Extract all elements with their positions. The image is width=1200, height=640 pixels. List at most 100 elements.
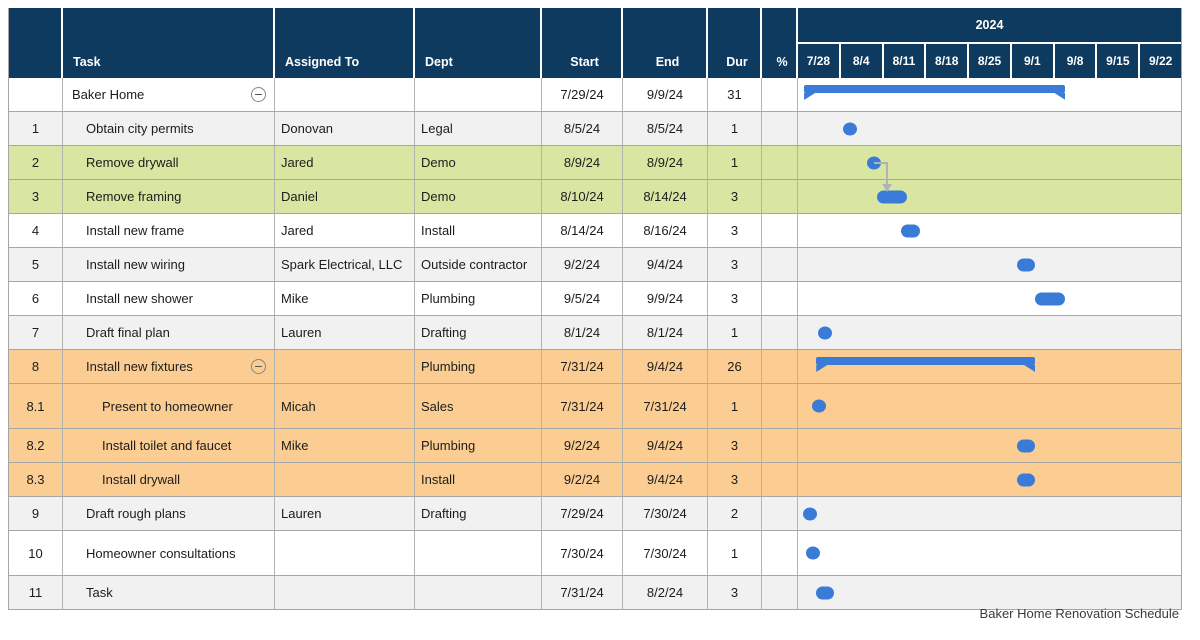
cell-percent[interactable] <box>762 531 798 575</box>
cell-assigned-to[interactable] <box>275 463 415 496</box>
cell-start[interactable]: 8/9/24 <box>542 146 623 179</box>
column-header-end[interactable]: End <box>623 8 708 78</box>
cell-duration[interactable]: 3 <box>708 576 762 609</box>
table-row[interactable]: Baker Home 7/29/24 9/9/24 31 <box>9 78 1181 112</box>
cell-dept[interactable]: Install <box>415 463 542 496</box>
cell-end[interactable]: 9/9/24 <box>623 78 708 111</box>
cell-start[interactable]: 8/1/24 <box>542 316 623 349</box>
table-row[interactable]: 6 Install new shower Mike Plumbing 9/5/2… <box>9 282 1181 316</box>
cell-task[interactable]: Remove drywall <box>63 146 275 179</box>
cell-start[interactable]: 7/31/24 <box>542 350 623 383</box>
week-header[interactable]: 8/11 <box>884 44 927 78</box>
cell-task[interactable]: Baker Home <box>63 78 275 111</box>
cell-start[interactable]: 8/5/24 <box>542 112 623 145</box>
cell-start[interactable]: 7/29/24 <box>542 78 623 111</box>
gantt-milestone[interactable] <box>812 399 827 413</box>
table-row[interactable]: 10 Homeowner consultations 7/30/24 7/30/… <box>9 531 1181 576</box>
cell-end[interactable]: 8/16/24 <box>623 214 708 247</box>
gantt-bar[interactable] <box>1016 473 1036 486</box>
cell-duration[interactable]: 1 <box>708 112 762 145</box>
cell-duration[interactable]: 2 <box>708 497 762 530</box>
gantt-bar[interactable] <box>1016 258 1036 271</box>
cell-end[interactable]: 9/4/24 <box>623 429 708 462</box>
table-row[interactable]: 5 Install new wiring Spark Electrical, L… <box>9 248 1181 282</box>
cell-end[interactable]: 9/4/24 <box>623 463 708 496</box>
cell-task[interactable]: Present to homeowner <box>63 384 275 428</box>
cell-duration[interactable]: 3 <box>708 180 762 213</box>
cell-start[interactable]: 9/2/24 <box>542 429 623 462</box>
cell-percent[interactable] <box>762 146 798 179</box>
cell-percent[interactable] <box>762 316 798 349</box>
week-header[interactable]: 8/4 <box>841 44 884 78</box>
cell-assigned-to[interactable] <box>275 531 415 575</box>
cell-dept[interactable]: Plumbing <box>415 282 542 315</box>
cell-task[interactable]: Task <box>63 576 275 609</box>
cell-assigned-to[interactable]: Jared <box>275 146 415 179</box>
week-header[interactable]: 7/28 <box>798 44 841 78</box>
cell-end[interactable]: 8/14/24 <box>623 180 708 213</box>
cell-task[interactable]: Install new wiring <box>63 248 275 281</box>
table-row[interactable]: 3 Remove framing Daniel Demo 8/10/24 8/1… <box>9 180 1181 214</box>
column-header-dept[interactable]: Dept <box>415 8 542 78</box>
cell-row-number[interactable]: 7 <box>9 316 63 349</box>
cell-task[interactable]: Install toilet and faucet <box>63 429 275 462</box>
cell-percent[interactable] <box>762 248 798 281</box>
cell-row-number[interactable]: 5 <box>9 248 63 281</box>
cell-dept[interactable]: Plumbing <box>415 350 542 383</box>
column-header-pct[interactable]: % <box>762 8 798 78</box>
cell-end[interactable]: 9/9/24 <box>623 282 708 315</box>
cell-task[interactable]: Obtain city permits <box>63 112 275 145</box>
cell-percent[interactable] <box>762 576 798 609</box>
column-header-dur[interactable]: Dur <box>708 8 762 78</box>
week-header[interactable]: 9/8 <box>1055 44 1098 78</box>
cell-percent[interactable] <box>762 78 798 111</box>
cell-end[interactable]: 9/4/24 <box>623 248 708 281</box>
gantt-milestone[interactable] <box>818 326 833 339</box>
cell-dept[interactable]: Legal <box>415 112 542 145</box>
cell-duration[interactable]: 3 <box>708 248 762 281</box>
gantt-milestone[interactable] <box>803 507 818 520</box>
cell-task[interactable]: Draft rough plans <box>63 497 275 530</box>
cell-assigned-to[interactable]: Jared <box>275 214 415 247</box>
cell-start[interactable]: 7/31/24 <box>542 576 623 609</box>
cell-dept[interactable]: Sales <box>415 384 542 428</box>
cell-dept[interactable]: Drafting <box>415 497 542 530</box>
collapse-icon[interactable] <box>251 359 266 374</box>
cell-end[interactable]: 7/31/24 <box>623 384 708 428</box>
week-header[interactable]: 9/15 <box>1097 44 1141 78</box>
cell-row-number[interactable]: 3 <box>9 180 63 213</box>
cell-task[interactable]: Install new shower <box>63 282 275 315</box>
cell-duration[interactable]: 1 <box>708 384 762 428</box>
cell-end[interactable]: 9/4/24 <box>623 350 708 383</box>
cell-assigned-to[interactable]: Micah <box>275 384 415 428</box>
gantt-bar[interactable] <box>877 190 908 203</box>
cell-row-number[interactable]: 6 <box>9 282 63 315</box>
cell-assigned-to[interactable] <box>275 576 415 609</box>
cell-row-number[interactable] <box>9 78 63 111</box>
cell-task[interactable]: Homeowner consultations <box>63 531 275 575</box>
column-header-assigned[interactable]: Assigned To <box>275 8 415 78</box>
cell-dept[interactable] <box>415 576 542 609</box>
cell-start[interactable]: 9/5/24 <box>542 282 623 315</box>
cell-assigned-to[interactable]: Mike <box>275 429 415 462</box>
gantt-milestone[interactable] <box>806 546 821 560</box>
cell-assigned-to[interactable]: Spark Electrical, LLC <box>275 248 415 281</box>
cell-percent[interactable] <box>762 463 798 496</box>
cell-task[interactable]: Remove framing <box>63 180 275 213</box>
cell-start[interactable]: 7/30/24 <box>542 531 623 575</box>
cell-duration[interactable]: 3 <box>708 429 762 462</box>
cell-assigned-to[interactable]: Mike <box>275 282 415 315</box>
cell-assigned-to[interactable] <box>275 78 415 111</box>
collapse-icon[interactable] <box>251 87 266 102</box>
cell-row-number[interactable]: 4 <box>9 214 63 247</box>
table-row[interactable]: 8 Install new fixtures Plumbing 7/31/24 … <box>9 350 1181 384</box>
cell-row-number[interactable]: 8.3 <box>9 463 63 496</box>
table-row[interactable]: 8.2 Install toilet and faucet Mike Plumb… <box>9 429 1181 463</box>
cell-dept[interactable]: Demo <box>415 146 542 179</box>
cell-duration[interactable]: 26 <box>708 350 762 383</box>
cell-row-number[interactable]: 1 <box>9 112 63 145</box>
table-row[interactable]: 4 Install new frame Jared Install 8/14/2… <box>9 214 1181 248</box>
cell-percent[interactable] <box>762 214 798 247</box>
cell-duration[interactable]: 3 <box>708 214 762 247</box>
gantt-summary-bar[interactable] <box>816 357 1036 365</box>
